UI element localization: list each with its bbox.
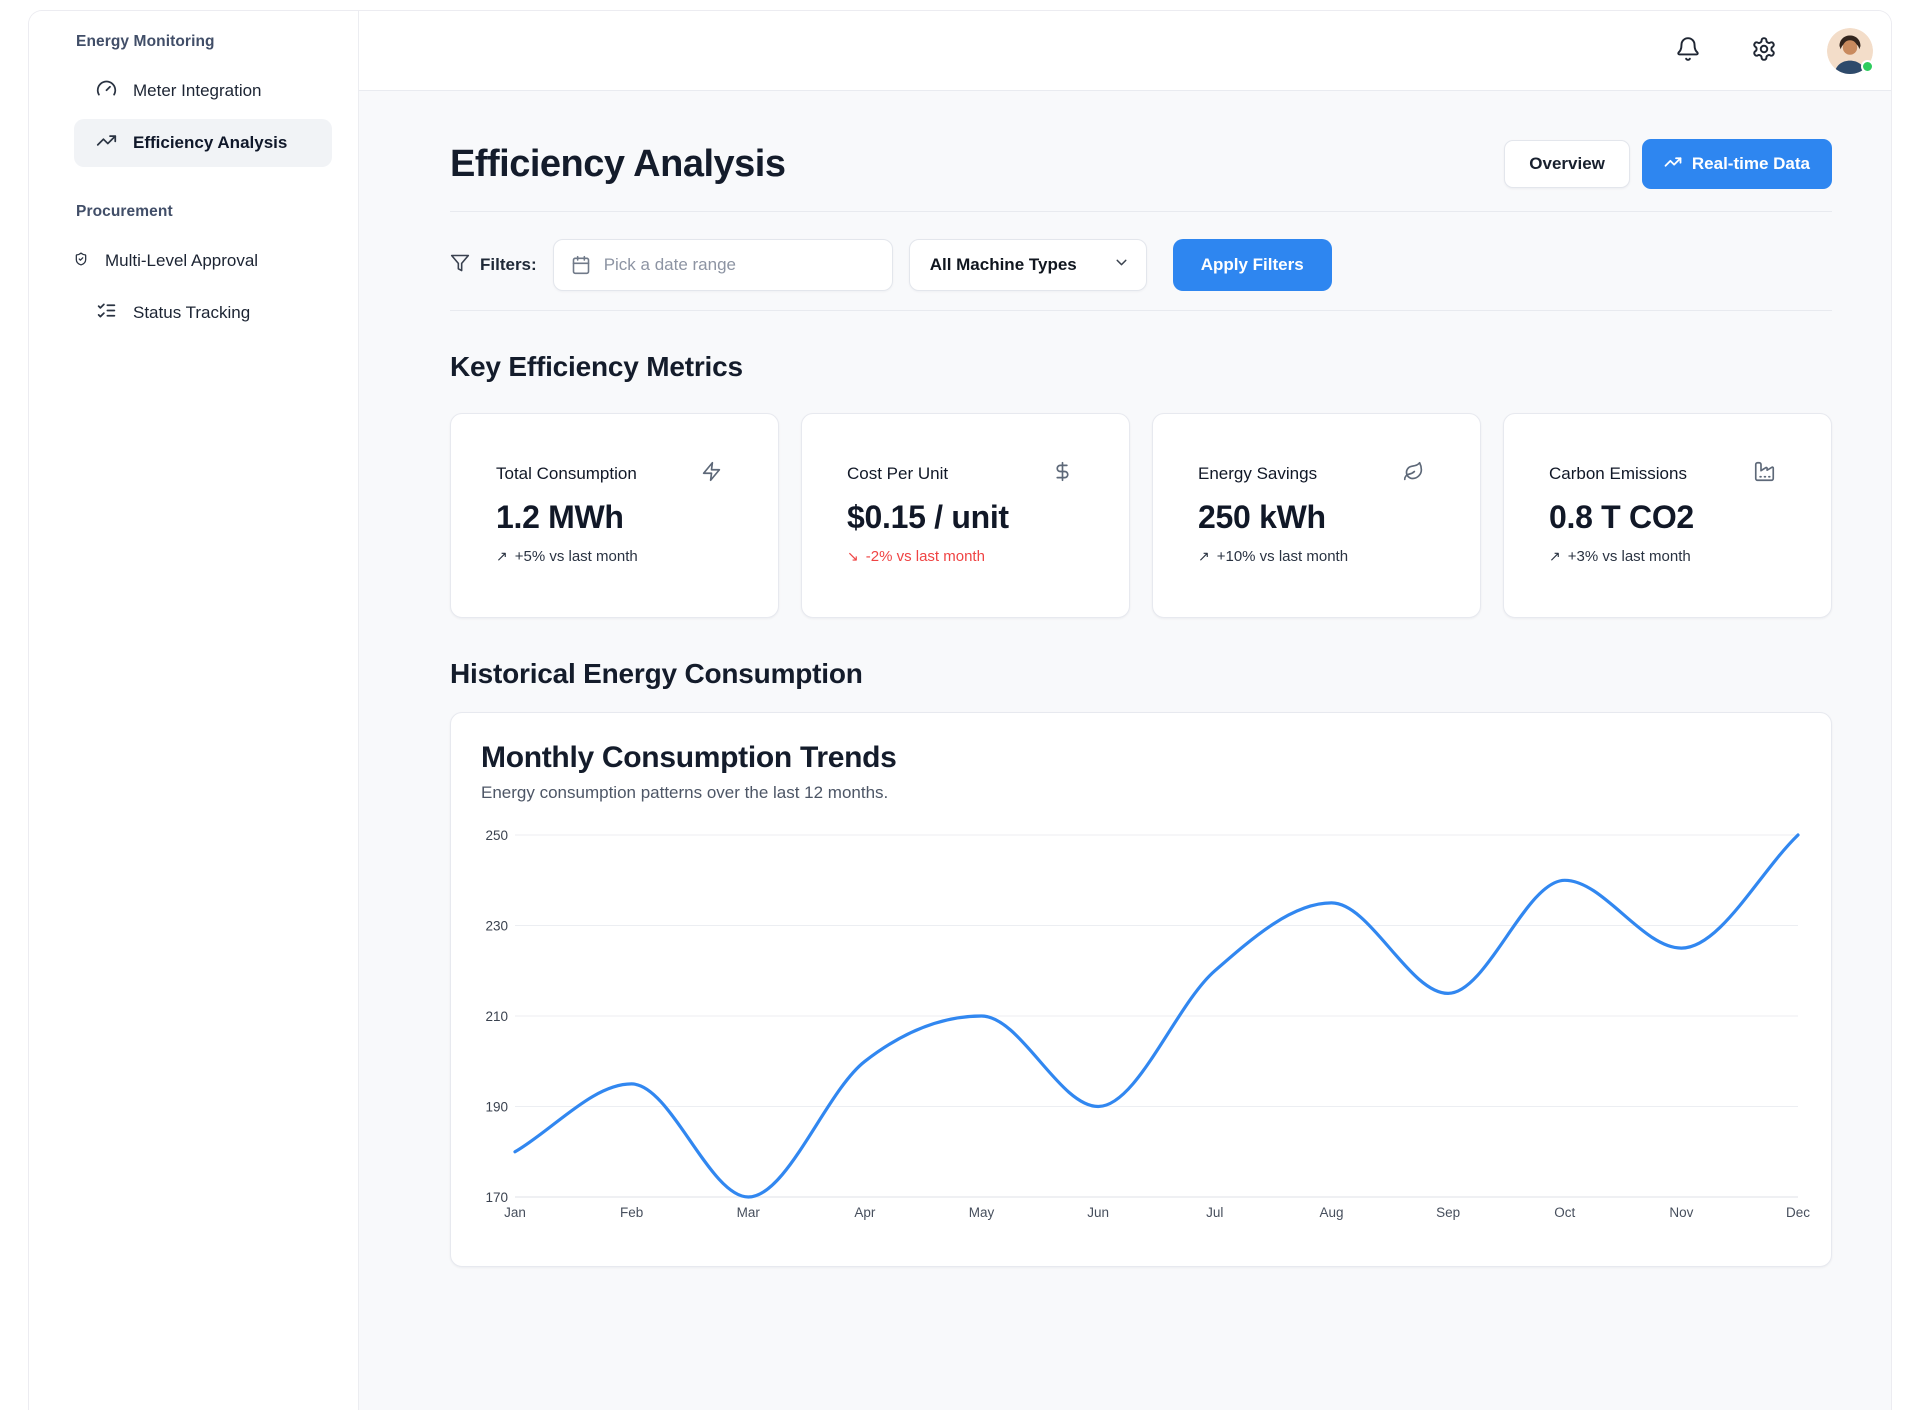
svg-text:Jun: Jun — [1087, 1205, 1109, 1220]
gear-icon — [1751, 36, 1777, 65]
svg-text:170: 170 — [485, 1190, 508, 1205]
top-header — [359, 11, 1891, 91]
svg-text:Aug: Aug — [1319, 1205, 1343, 1220]
history-heading: Historical Energy Consumption — [450, 658, 863, 689]
svg-text:Sep: Sep — [1436, 1205, 1460, 1220]
main-area: Efficiency Analysis Overview Real-time D… — [359, 11, 1891, 1410]
settings-button[interactable] — [1751, 36, 1777, 65]
metric-card-cost-per-unit: Cost Per Unit $0.15 / unit ↘ -2% vs last… — [801, 413, 1130, 618]
trending-up-icon — [96, 130, 117, 156]
apply-filters-button[interactable]: Apply Filters — [1172, 239, 1332, 291]
svg-text:210: 210 — [485, 1009, 508, 1024]
arrow-down-right-icon: ↘ — [847, 548, 859, 564]
svg-text:Feb: Feb — [620, 1205, 643, 1220]
sidebar-item-label: Meter Integration — [133, 81, 262, 100]
sidebar-item-efficiency-analysis[interactable]: Efficiency Analysis — [74, 119, 332, 167]
date-range-input[interactable] — [552, 239, 893, 291]
divider — [450, 211, 1832, 212]
online-status-dot — [1861, 59, 1874, 73]
sidebar-item-multi-level-approval[interactable]: Multi-Level Approval — [74, 237, 332, 285]
svg-text:250: 250 — [485, 828, 508, 843]
sidebar-section-procurement: Procurement — [76, 203, 173, 220]
metric-value: 1.2 MWh — [496, 499, 624, 535]
filters-bar: Filters: All Machine Types Apply Filters — [450, 239, 1832, 291]
arrow-up-right-icon: ↗ — [1198, 548, 1210, 564]
trending-up-icon — [1664, 153, 1682, 176]
svg-text:230: 230 — [485, 919, 508, 934]
metric-label: Carbon Emissions — [1549, 464, 1687, 483]
arrow-up-right-icon: ↗ — [496, 548, 508, 564]
consumption-chart-card: Monthly Consumption Trends Energy consum… — [450, 712, 1832, 1267]
list-checks-icon — [96, 300, 117, 326]
sidebar: Energy Monitoring Meter Integration Effi… — [29, 11, 359, 1410]
metric-delta: ↗ +3% vs last month — [1549, 548, 1691, 565]
svg-text:May: May — [969, 1205, 995, 1220]
svg-text:Jul: Jul — [1206, 1205, 1223, 1220]
leaf-icon — [1403, 461, 1424, 487]
filters-label: Filters: — [480, 255, 537, 274]
zap-icon — [701, 461, 722, 487]
bell-icon — [1675, 36, 1701, 65]
svg-text:Mar: Mar — [737, 1205, 761, 1220]
metric-value: 0.8 T CO2 — [1549, 499, 1694, 535]
metric-label: Total Consumption — [496, 464, 637, 483]
factory-icon — [1754, 461, 1775, 487]
metric-label: Cost Per Unit — [847, 464, 949, 483]
metric-value: 250 kWh — [1198, 499, 1326, 535]
metric-delta: ↗ +10% vs last month — [1198, 548, 1349, 565]
machine-type-select[interactable]: All Machine Types — [908, 239, 1147, 291]
page-title: Efficiency Analysis — [450, 142, 786, 185]
metric-delta: ↘ -2% vs last month — [847, 548, 985, 565]
sidebar-item-status-tracking[interactable]: Status Tracking — [74, 289, 332, 337]
overview-button[interactable]: Overview — [1504, 140, 1630, 188]
notifications-button[interactable] — [1675, 36, 1701, 65]
svg-text:Oct: Oct — [1554, 1205, 1575, 1220]
machine-type-value: All Machine Types — [929, 255, 1077, 274]
svg-text:Jan: Jan — [504, 1205, 526, 1220]
sidebar-item-label: Efficiency Analysis — [133, 133, 288, 152]
metric-card-carbon-emissions: Carbon Emissions 0.8 T CO2 ↗ +3% vs last… — [1503, 413, 1832, 618]
dollar-sign-icon — [1052, 461, 1073, 487]
metrics-cards: Total Consumption 1.2 MWh ↗ +5% vs last … — [450, 413, 1832, 618]
metrics-heading: Key Efficiency Metrics — [450, 351, 743, 382]
svg-text:Nov: Nov — [1669, 1205, 1693, 1220]
svg-text:Dec: Dec — [1786, 1205, 1810, 1220]
chart-subtitle: Energy consumption patterns over the las… — [481, 783, 889, 802]
chart-title: Monthly Consumption Trends — [481, 741, 897, 774]
app-window: Energy Monitoring Meter Integration Effi… — [28, 10, 1892, 1410]
metric-value: $0.15 / unit — [847, 499, 1009, 535]
shield-check-icon — [74, 251, 88, 271]
user-menu[interactable] — [1827, 27, 1874, 74]
consumption-chart-svg: 170 190 210 230 250 Jan Feb Mar Apr May Jun Jul Aug S… — [485, 828, 1810, 1220]
svg-text:Apr: Apr — [854, 1205, 876, 1220]
filter-icon — [450, 253, 470, 278]
realtime-data-button[interactable]: Real-time Data — [1641, 139, 1832, 189]
line-chart: 170 190 210 230 250 Jan Feb Mar Apr May Jun Jul Aug S… — [481, 818, 1810, 1238]
sidebar-section-energy-monitoring: Energy Monitoring — [76, 33, 215, 50]
arrow-up-right-icon: ↗ — [1549, 548, 1561, 564]
chevron-down-icon — [1113, 254, 1130, 276]
svg-text:190: 190 — [485, 1100, 508, 1115]
sidebar-item-label: Multi-Level Approval — [105, 251, 259, 270]
metric-card-energy-savings: Energy Savings 250 kWh ↗ +10% vs last mo… — [1152, 413, 1481, 618]
metric-delta: ↗ +5% vs last month — [496, 548, 638, 565]
metric-card-total-consumption: Total Consumption 1.2 MWh ↗ +5% vs last … — [450, 413, 779, 618]
page-content: Efficiency Analysis Overview Real-time D… — [359, 91, 1891, 1410]
sidebar-item-label: Status Tracking — [133, 303, 251, 322]
divider — [450, 310, 1832, 311]
metric-label: Energy Savings — [1198, 464, 1318, 483]
gauge-icon — [96, 78, 117, 104]
sidebar-item-meter-integration[interactable]: Meter Integration — [74, 67, 332, 115]
